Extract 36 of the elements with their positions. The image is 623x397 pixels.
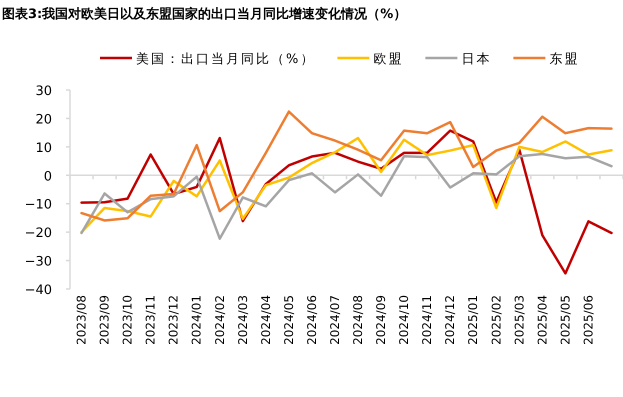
- x-tick-label: 2024/03: [236, 295, 250, 345]
- x-tick-label: 2025/05: [558, 295, 572, 345]
- x-tick-label: 2025/06: [581, 295, 596, 345]
- x-tick-label: 2023/10: [120, 295, 135, 345]
- y-tick-label: −40: [24, 283, 52, 298]
- legend-label: 欧盟: [373, 52, 404, 67]
- y-tick-label: 30: [35, 84, 52, 99]
- legend-label: 美国：出口当月同比（%）: [136, 51, 316, 67]
- x-tick-label: 2023/11: [144, 295, 158, 345]
- x-tick-label: 2023/09: [98, 295, 112, 345]
- x-tick-label: 2024/08: [351, 295, 366, 345]
- y-tick-label: 10: [35, 140, 52, 156]
- x-tick-label: 2024/09: [374, 295, 388, 345]
- x-tick-label: 2024/04: [258, 295, 273, 345]
- x-tick-label: 2024/02: [212, 295, 227, 345]
- y-tick-label: −10: [24, 198, 52, 213]
- x-tick-label: 2025/02: [489, 295, 504, 345]
- x-tick-label: 2024/06: [304, 295, 319, 345]
- x-tick-label: 2024/10: [397, 295, 412, 345]
- x-tick-label: 2024/12: [443, 295, 458, 345]
- y-tick-label: 20: [35, 112, 52, 128]
- legend-label: 东盟: [549, 52, 580, 67]
- x-tick-label: 2024/05: [282, 295, 296, 345]
- x-tick-label: 2024/07: [328, 295, 342, 345]
- x-tick-label: 2024/11: [420, 295, 434, 345]
- chart-title: 图表3:我国对欧美日以及东盟国家的出口当月同比增速变化情况（%）: [2, 6, 406, 22]
- y-tick-label: −20: [24, 226, 52, 242]
- x-tick-label: 2025/03: [512, 295, 526, 345]
- y-tick-label: −30: [24, 254, 52, 270]
- x-tick-label: 2023/08: [74, 295, 89, 345]
- x-tick-label: 2024/01: [190, 295, 204, 345]
- legend-label: 日本: [461, 52, 492, 67]
- x-tick-label: 2025/01: [466, 295, 480, 345]
- x-tick-label: 2025/04: [535, 295, 550, 345]
- x-tick-label: 2023/12: [166, 295, 181, 345]
- y-tick-label: 0: [44, 169, 52, 184]
